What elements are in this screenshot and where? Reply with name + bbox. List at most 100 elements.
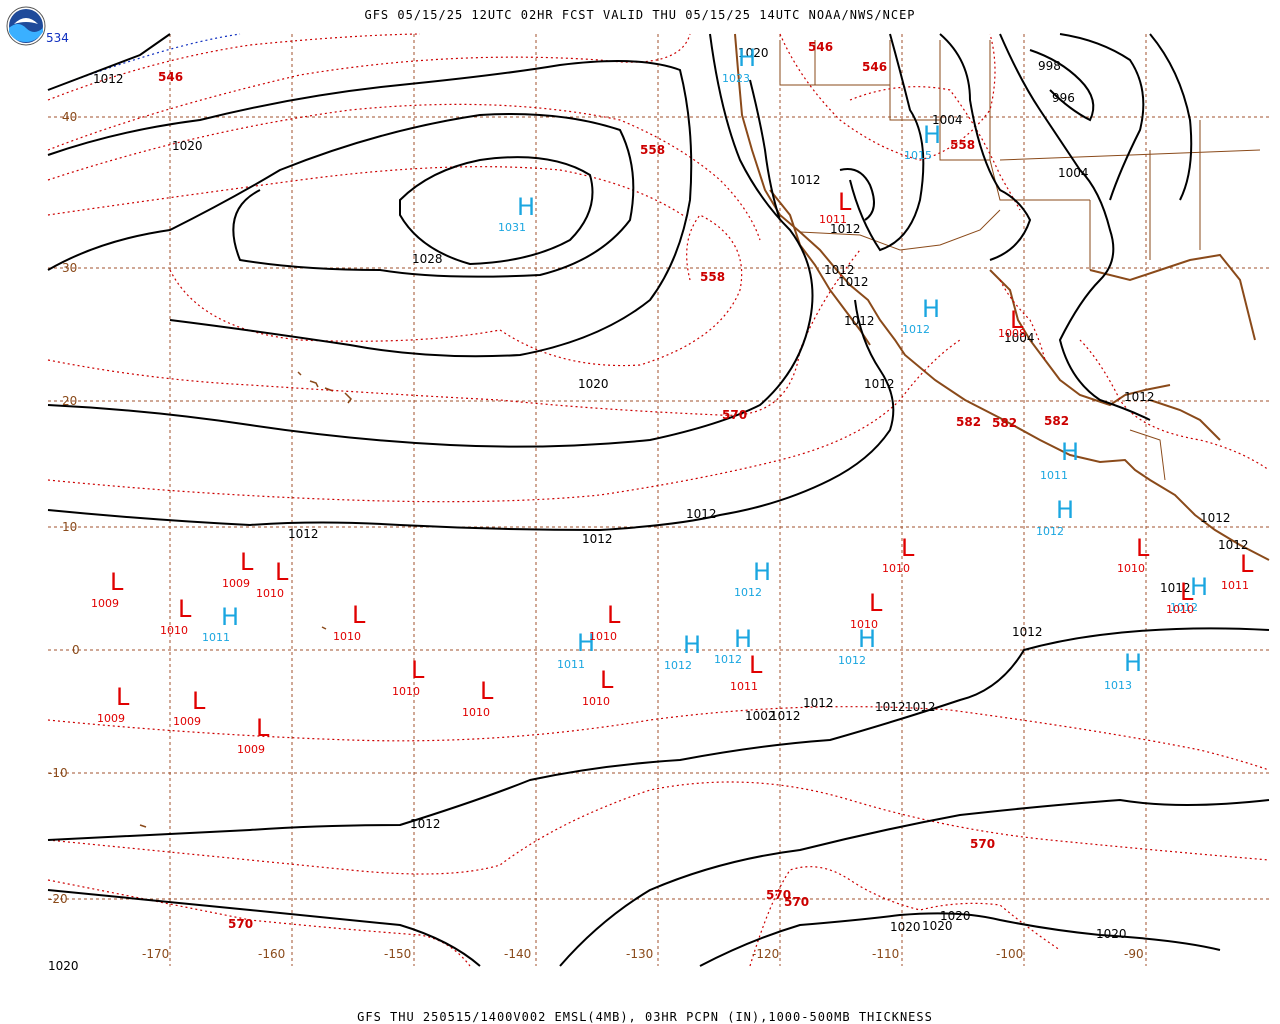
center-value: 1009 <box>91 597 119 610</box>
isobar-label: 1012 <box>1218 538 1249 552</box>
center-value: 1010 <box>1166 603 1194 616</box>
center-letter: L <box>600 666 614 694</box>
center-value: 1011 <box>1040 469 1068 482</box>
thickness-label: 582 <box>1044 414 1069 428</box>
center-value: 1010 <box>392 685 420 698</box>
center-value: 1012 <box>664 659 692 672</box>
islands <box>139 371 352 828</box>
center-letter: L <box>1180 578 1194 606</box>
isobar-label: 1020 <box>890 920 921 934</box>
center-value: 1008 <box>998 327 1026 340</box>
isobar-label: 1020 <box>578 377 609 391</box>
thickness-label: 546 <box>862 60 887 74</box>
lat-label-40: 40 <box>62 110 77 124</box>
lat-label-0: 0 <box>72 643 80 657</box>
thickness-label: 546 <box>808 40 833 54</box>
isobar-label: 998 <box>1038 59 1061 73</box>
center-value: 1011 <box>819 213 847 226</box>
center-letter: H <box>1124 649 1142 677</box>
isobar-label: 1020 <box>172 139 203 153</box>
thickness-label: 558 <box>640 143 665 157</box>
isobar-label: 1012 <box>410 817 441 831</box>
isobar-label: 996 <box>1052 91 1075 105</box>
isobar-label: 1012 <box>905 700 936 714</box>
center-value: 1010 <box>462 706 490 719</box>
isobar-label: 1012 <box>1160 581 1191 595</box>
center-value: 1012 <box>714 653 742 666</box>
isobar-label: 1012 <box>582 532 613 546</box>
center-letter: L <box>749 651 763 679</box>
center-value: 1023 <box>722 72 750 85</box>
center-letter: L <box>1136 534 1150 562</box>
center-value: 1012 <box>1170 601 1198 614</box>
center-letter: H <box>734 625 752 653</box>
center-value: 1011 <box>202 631 230 644</box>
center-letter: H <box>683 631 701 659</box>
isobar-label: 1012 <box>824 263 855 277</box>
high-center: H 1013 <box>1104 649 1142 692</box>
center-letter: H <box>577 629 595 657</box>
thickness-label: 582 <box>956 415 981 429</box>
center-letter: L <box>480 677 494 705</box>
center-letter: H <box>753 558 771 586</box>
lon-label-m100: -100 <box>996 947 1023 961</box>
thickness-label: 546 <box>158 70 183 84</box>
thickness-label: 558 <box>950 138 975 152</box>
isobar-label: 1012 <box>875 700 906 714</box>
isobar-label: 1012 <box>1124 390 1155 404</box>
center-letter: H <box>738 44 756 72</box>
lat-label-m20: -20 <box>48 892 68 906</box>
lat-lon-grid <box>48 34 1269 966</box>
lon-label-m90: -90 <box>1124 947 1144 961</box>
center-value: 1012 <box>838 654 866 667</box>
isobar-label: 1012 <box>838 275 869 289</box>
lat-labels: 40 30 20 10 0 -10 -20 <box>48 110 80 906</box>
thickness-label: 570 <box>722 408 747 422</box>
center-value: 1010 <box>850 618 878 631</box>
lon-label-m130: -130 <box>626 947 653 961</box>
center-letter: L <box>838 188 852 216</box>
isobar-label: 1012 <box>1200 511 1231 525</box>
isobar-label: 1004 <box>1058 166 1089 180</box>
center-value: 1009 <box>222 577 250 590</box>
center-letter: L <box>901 534 915 562</box>
center-letter: H <box>923 121 941 149</box>
isobar-label: 1012 <box>864 377 895 391</box>
isobar-label: 1020 <box>1096 927 1127 941</box>
isobar-label: 1004 <box>932 113 963 127</box>
lat-label-m10: -10 <box>48 766 68 780</box>
center-value: 1009 <box>97 712 125 725</box>
center-value: 1015 <box>904 149 932 162</box>
center-letter: L <box>192 687 206 715</box>
lon-label-m140: -140 <box>504 947 531 961</box>
center-letter: L <box>1010 306 1024 334</box>
center-letter: H <box>221 603 239 631</box>
isobar-label: 1020 <box>940 909 971 923</box>
center-value: 1010 <box>333 630 361 643</box>
center-value: 1010 <box>882 562 910 575</box>
center-value: 1010 <box>589 630 617 643</box>
noaa-logo <box>6 6 46 46</box>
lon-label-m170: -170 <box>142 947 169 961</box>
center-value: 1010 <box>1117 562 1145 575</box>
thickness-label: 570 <box>766 888 791 902</box>
thickness-label: 570 <box>970 837 995 851</box>
